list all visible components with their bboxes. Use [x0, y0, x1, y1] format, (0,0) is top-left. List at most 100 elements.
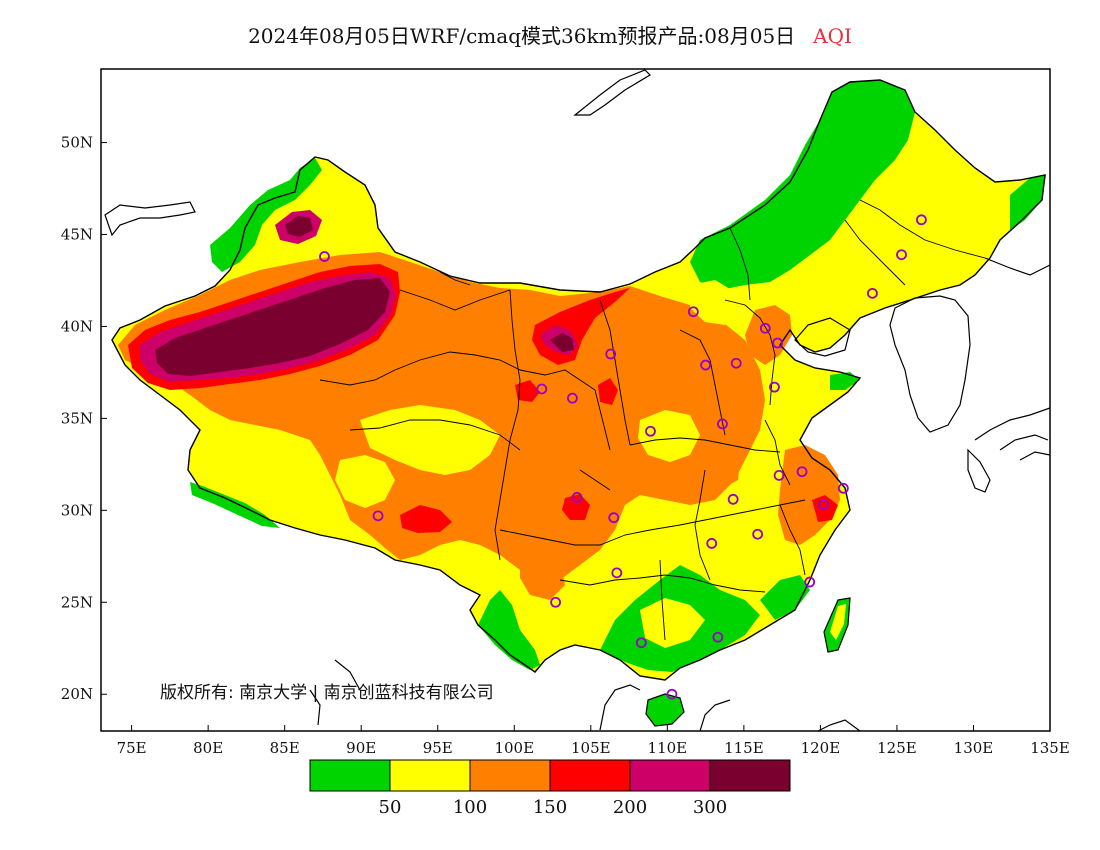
x-tick-label: 125E: [877, 739, 917, 757]
copyright-text: 版权所有: 南京大学 | 南京创蓝科技有限公司: [160, 683, 494, 703]
map-frame: [100, 68, 1051, 732]
x-tick-label: 85E: [270, 739, 300, 757]
x-tick-label: 80E: [193, 739, 223, 757]
city-markers: [319, 214, 927, 700]
region-lt50-shandong-tip: [830, 372, 860, 390]
y-tick-label: 30N: [61, 501, 93, 519]
city-marker: [896, 249, 907, 261]
map-title: 2024年08月05日WRF/cmaq模式36km预报产品:08月05日 AQI: [0, 20, 1100, 49]
legend-swatch: [629, 759, 711, 792]
city-marker: [611, 567, 623, 579]
legend-swatch: [549, 759, 631, 792]
title-product: AQI: [813, 24, 852, 48]
legend-swatch: [389, 759, 471, 792]
city-marker: [706, 538, 718, 549]
x-tick-label: 120E: [801, 739, 841, 757]
city-marker: [319, 251, 330, 262]
region-lt50-fujian-south: [760, 575, 810, 620]
bohai-coast-outline: [794, 317, 851, 357]
x-tick-label: 90E: [346, 739, 376, 757]
legend-swatch: [469, 759, 551, 792]
region-50-100-guangxi: [640, 598, 705, 648]
x-tick-label: 75E: [117, 739, 147, 757]
lake-baikal-outline: [573, 69, 651, 116]
city-marker: [536, 383, 548, 395]
caspian-outline: [104, 201, 196, 237]
province-boundaries: [319, 199, 986, 641]
x-tick-label: 95E: [423, 739, 453, 757]
legend-label: 300: [693, 797, 727, 818]
x-tick-label: 130E: [954, 739, 994, 757]
region-lt50-yunnan-southwest: [478, 590, 540, 670]
region-lt50-northeast: [690, 80, 915, 290]
region-lt50-heilongjiang-east: [1010, 175, 1046, 230]
city-marker: [717, 418, 728, 430]
legend-swatch: [309, 759, 391, 792]
region-gt300-taklamakan: [155, 278, 390, 376]
city-marker: [700, 359, 712, 371]
aqi-color-legend: 50 100 150 200 300: [309, 759, 791, 818]
legend-label: 150: [533, 797, 567, 818]
region-150-200-chongqing: [562, 494, 590, 520]
region-50-100-shaanxi: [638, 410, 700, 462]
x-tick-label: 115E: [724, 739, 764, 757]
region-gt300-ningxia: [550, 333, 574, 352]
city-marker: [773, 469, 785, 481]
southeast-asia-coast-outline: [309, 659, 861, 731]
region-gt300-junggar: [285, 216, 313, 237]
x-tick-label: 135E: [1030, 739, 1070, 757]
city-marker: [635, 637, 647, 649]
city-marker: [730, 357, 742, 369]
legend-label: 100: [453, 797, 487, 818]
taiwan-yellow: [830, 604, 846, 640]
region-50-100-qinghai-interior: [360, 405, 500, 475]
y-tick-label: 50N: [61, 134, 93, 152]
y-tick-label: 45N: [61, 226, 93, 244]
x-tick-label: 105E: [571, 739, 611, 757]
region-50-100-inner-mongolia-central: [690, 280, 740, 325]
city-marker: [759, 322, 771, 334]
korea-outline: [889, 295, 971, 433]
region-50-100-tibet-west: [190, 425, 330, 520]
japan-outline: [967, 407, 1050, 493]
city-marker: [818, 499, 829, 511]
region-100-150-hebei-beijing: [745, 305, 792, 365]
city-marker: [645, 425, 656, 437]
city-marker: [605, 348, 617, 360]
region-lt50-xinjiang-north: [210, 158, 322, 272]
x-tick-label: 110E: [648, 739, 688, 757]
city-marker: [687, 306, 699, 318]
legend-label: 200: [613, 797, 647, 818]
city-marker: [796, 466, 808, 478]
region-100-150-hubei: [705, 450, 740, 490]
city-marker: [752, 528, 764, 540]
region-150-200-ningxia-south: [598, 378, 618, 405]
title-text: 2024年08月05日WRF/cmaq模式36km预报产品:08月05日: [248, 24, 796, 48]
city-marker: [804, 576, 816, 588]
city-marker: [372, 510, 384, 522]
china-national-border: [111, 79, 1046, 681]
legend-label: 50: [379, 797, 402, 818]
x-axis: 75E 80E 85E 90E 95E 100E 105E 110E 115E 120E 125E 1…: [117, 725, 1070, 757]
region-100-150-yunnan: [520, 550, 565, 600]
region-50-100-tibet-central: [335, 455, 395, 508]
city-marker: [727, 493, 739, 505]
y-tick-label: 20N: [61, 685, 93, 703]
city-marker: [916, 214, 927, 226]
x-tick-label: 100E: [494, 739, 534, 757]
legend-swatch: [709, 759, 791, 792]
hainan-island: [646, 694, 684, 726]
city-marker: [608, 512, 620, 524]
city-marker: [769, 381, 780, 393]
city-marker: [567, 392, 578, 404]
city-marker: [867, 287, 878, 299]
city-marker: [550, 596, 562, 608]
region-50-100-northeast-inner: [860, 150, 985, 262]
map-layers: [104, 69, 1050, 731]
russia-sakhalin-outline: [984, 257, 1050, 276]
city-marker: [666, 688, 678, 700]
region-150-200-gansu: [515, 380, 540, 402]
y-axis: 50N 45N 40N 35N 30N 25N 20N: [61, 134, 107, 703]
city-marker: [712, 631, 724, 643]
